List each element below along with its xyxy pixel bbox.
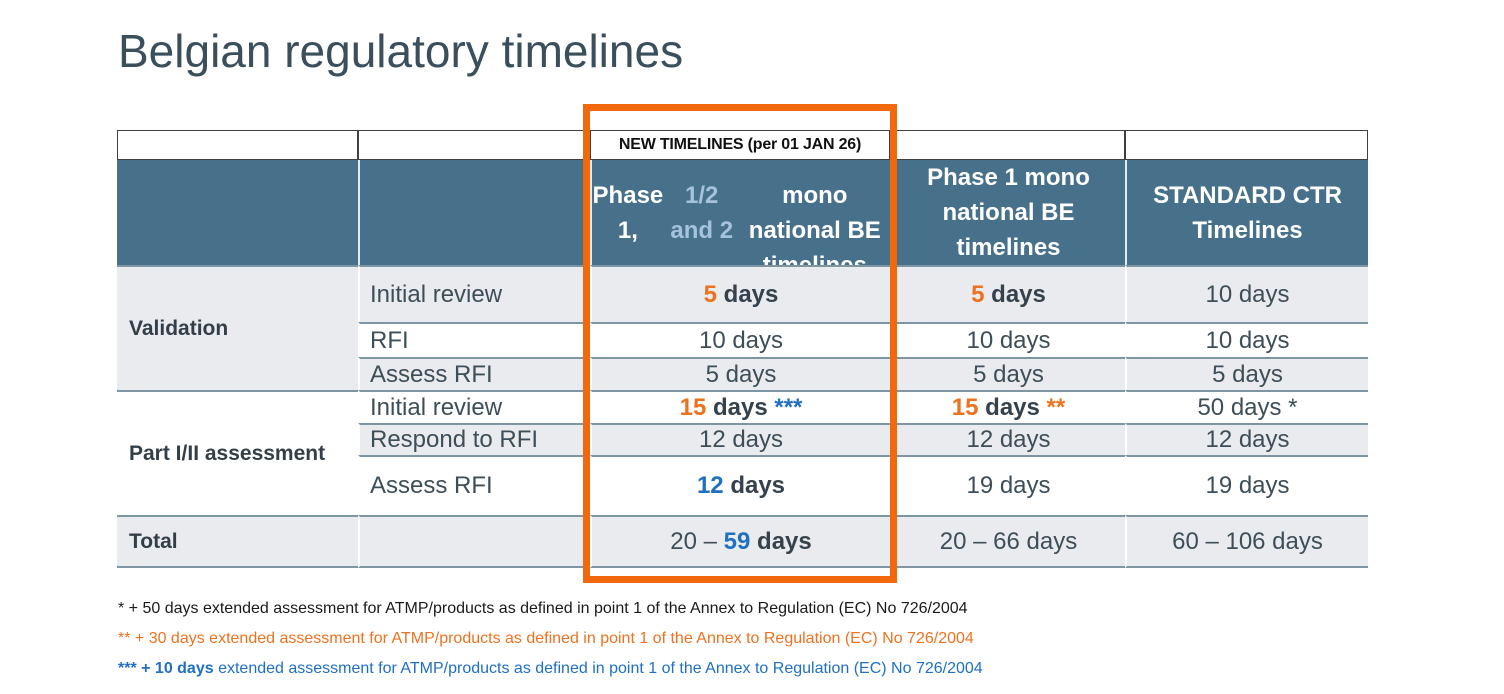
cell-value: 10 days [1125,322,1368,357]
footnote-one-asterisk: * + 50 days extended assessment for ATMP… [118,600,968,617]
header-cell-empty [117,160,358,265]
cell-value: 12 days [590,455,890,515]
cell-value: 15 days *** [590,390,890,423]
footnotes: * + 50 days extended assessment for ATMP… [118,600,983,690]
cell-value: 10 days [890,322,1125,357]
step-label: Assess RFI [358,455,590,515]
cell-value: 12 days [1125,423,1368,455]
timelines-table: NEW TIMELINES (per 01 JAN 26) Phase 1, 1/… [117,130,1368,568]
cell-value: 5 days [590,265,890,322]
cell-value: 50 days * [1125,390,1368,423]
total-cell-empty [358,515,590,568]
footnote-three-asterisks: *** + 10 days extended assessment for AT… [118,660,983,677]
total-value: 20 – 59 days [590,515,890,568]
step-label: Respond to RFI [358,423,590,455]
column-header-phase1-12-2: Phase 1,1/2 and 2 mono national BE timel… [590,160,890,279]
total-value: 20 – 66 days [890,515,1125,568]
step-label: Initial review [358,390,590,423]
cell-value: 10 days [590,322,890,357]
cell-value: 5 days [890,265,1125,322]
cell-value: 5 days [590,357,890,390]
new-timelines-banner: NEW TIMELINES (per 01 JAN 26) [590,130,890,160]
cell-value: 12 days [590,423,890,455]
banner-cell-empty [1125,130,1368,160]
step-label: RFI [358,322,590,357]
section-label-part-i-ii-assessment: Part I/II assessment [117,390,358,515]
total-label: Total [117,515,358,568]
section-label-validation: Validation [117,265,358,390]
cell-value: 15 days ** [890,390,1125,423]
column-header-phase1-mono: Phase 1 mono national BE timelines [890,160,1125,265]
step-label: Assess RFI [358,357,590,390]
step-label: Initial review [358,265,590,322]
cell-value: 19 days [1125,455,1368,515]
total-value: 60 – 106 days [1125,515,1368,568]
column-header-standard-ctr: STANDARD CTR Timelines [1125,160,1368,265]
cell-value: 10 days [1125,265,1368,322]
header-cell-empty [358,160,590,265]
highlight-rectangle [583,104,897,583]
cell-value: 19 days [890,455,1125,515]
cell-value: 5 days [890,357,1125,390]
page-title: Belgian regulatory timelines [118,25,684,77]
banner-cell-empty [117,130,358,160]
cell-value: 5 days [1125,357,1368,390]
cell-value: 12 days [890,423,1125,455]
banner-cell-empty [890,130,1125,160]
footnote-two-asterisks: ** + 30 days extended assessment for ATM… [118,630,974,647]
banner-cell-empty [358,130,590,160]
